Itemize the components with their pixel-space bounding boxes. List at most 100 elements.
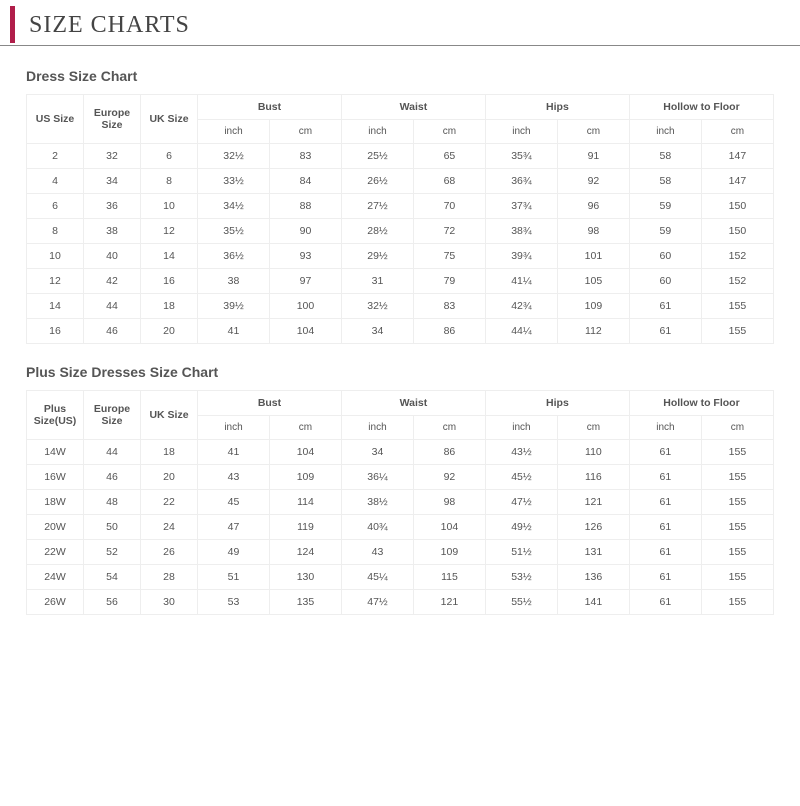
cell-us: 12: [27, 269, 84, 294]
cell-bi: 45: [198, 490, 270, 515]
cell-hc: 141: [557, 590, 629, 615]
plus-section: Plus Size Dresses Size Chart Plus Size(U…: [0, 364, 800, 635]
cell-us: 14: [27, 294, 84, 319]
unit-inch: inch: [629, 120, 701, 144]
cell-wi: 27½: [341, 194, 413, 219]
table-row: 16462041104348644¼11261155: [27, 319, 774, 344]
cell-wi: 43: [341, 540, 413, 565]
cell-bi: 38: [198, 269, 270, 294]
col-us: Plus Size(US): [27, 391, 84, 440]
cell-eu: 44: [84, 294, 141, 319]
table-row: 20W50244711940¾10449½12661155: [27, 515, 774, 540]
cell-bc: 114: [269, 490, 341, 515]
cell-us: 16W: [27, 465, 84, 490]
cell-uk: 12: [141, 219, 198, 244]
cell-eu: 50: [84, 515, 141, 540]
cell-hc: 96: [557, 194, 629, 219]
cell-fi: 58: [629, 144, 701, 169]
col-uk: UK Size: [141, 95, 198, 144]
col-uk: UK Size: [141, 391, 198, 440]
unit-inch: inch: [341, 120, 413, 144]
cell-bc: 130: [269, 565, 341, 590]
unit-cm: cm: [557, 120, 629, 144]
cell-wc: 79: [413, 269, 485, 294]
cell-hi: 51½: [485, 540, 557, 565]
cell-us: 18W: [27, 490, 84, 515]
unit-cm: cm: [701, 120, 773, 144]
table-row: 14W441841104348643½11061155: [27, 440, 774, 465]
cell-fc: 155: [701, 490, 773, 515]
cell-uk: 20: [141, 319, 198, 344]
cell-bi: 49: [198, 540, 270, 565]
cell-us: 20W: [27, 515, 84, 540]
cell-uk: 20: [141, 465, 198, 490]
table-row: 1242163897317941¼10560152: [27, 269, 774, 294]
dress-title: Dress Size Chart: [26, 68, 774, 84]
dress-section: Dress Size Chart US Size Europe Size UK …: [0, 68, 800, 364]
cell-us: 14W: [27, 440, 84, 465]
cell-hi: 55½: [485, 590, 557, 615]
cell-hc: 91: [557, 144, 629, 169]
cell-eu: 40: [84, 244, 141, 269]
cell-bc: 104: [269, 319, 341, 344]
cell-us: 8: [27, 219, 84, 244]
col-bust: Bust: [198, 95, 342, 120]
cell-hi: 43½: [485, 440, 557, 465]
col-hips: Hips: [485, 391, 629, 416]
cell-hi: 36¾: [485, 169, 557, 194]
cell-uk: 26: [141, 540, 198, 565]
unit-inch: inch: [485, 416, 557, 440]
cell-fi: 61: [629, 540, 701, 565]
cell-hc: 121: [557, 490, 629, 515]
cell-eu: 42: [84, 269, 141, 294]
cell-fc: 155: [701, 590, 773, 615]
cell-us: 2: [27, 144, 84, 169]
cell-hi: 38¾: [485, 219, 557, 244]
cell-us: 16: [27, 319, 84, 344]
cell-wi: 47½: [341, 590, 413, 615]
cell-eu: 56: [84, 590, 141, 615]
table-row: 18W48224511438½9847½12161155: [27, 490, 774, 515]
cell-hc: 116: [557, 465, 629, 490]
cell-hc: 98: [557, 219, 629, 244]
cell-wc: 98: [413, 490, 485, 515]
table-row: 232632½8325½6535¾9158147: [27, 144, 774, 169]
cell-wi: 32½: [341, 294, 413, 319]
cell-eu: 36: [84, 194, 141, 219]
cell-fi: 58: [629, 169, 701, 194]
cell-hc: 105: [557, 269, 629, 294]
col-us: US Size: [27, 95, 84, 144]
cell-fc: 155: [701, 540, 773, 565]
cell-fi: 61: [629, 565, 701, 590]
cell-bi: 51: [198, 565, 270, 590]
table-row: 26W56305313547½12155½14161155: [27, 590, 774, 615]
cell-fi: 61: [629, 590, 701, 615]
cell-bi: 43: [198, 465, 270, 490]
cell-fi: 59: [629, 194, 701, 219]
cell-wi: 34: [341, 319, 413, 344]
cell-fi: 61: [629, 515, 701, 540]
cell-eu: 46: [84, 465, 141, 490]
cell-uk: 18: [141, 294, 198, 319]
cell-uk: 8: [141, 169, 198, 194]
unit-inch: inch: [341, 416, 413, 440]
col-eu: Europe Size: [84, 391, 141, 440]
cell-hi: 41¼: [485, 269, 557, 294]
cell-uk: 6: [141, 144, 198, 169]
unit-inch: inch: [485, 120, 557, 144]
cell-us: 26W: [27, 590, 84, 615]
cell-fi: 61: [629, 319, 701, 344]
cell-eu: 48: [84, 490, 141, 515]
table-row: 22W5226491244310951½13161155: [27, 540, 774, 565]
cell-wi: 34: [341, 440, 413, 465]
col-waist: Waist: [341, 95, 485, 120]
cell-wi: 29½: [341, 244, 413, 269]
cell-us: 24W: [27, 565, 84, 590]
cell-wc: 72: [413, 219, 485, 244]
unit-inch: inch: [198, 120, 270, 144]
col-bust: Bust: [198, 391, 342, 416]
table-row: 6361034½8827½7037¾9659150: [27, 194, 774, 219]
cell-fc: 155: [701, 565, 773, 590]
cell-bi: 33½: [198, 169, 270, 194]
cell-bc: 135: [269, 590, 341, 615]
